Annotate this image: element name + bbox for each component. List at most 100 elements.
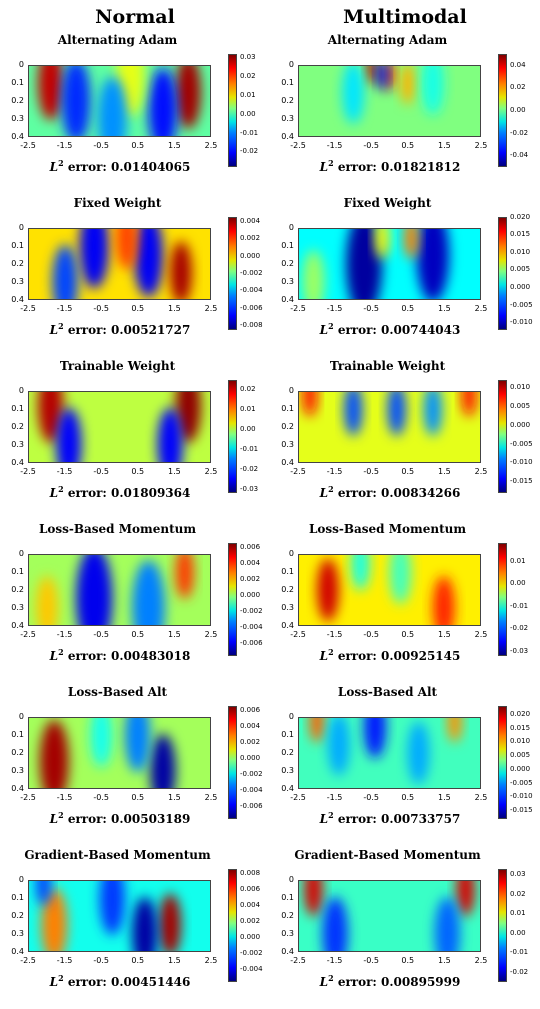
- x-tick-label: -2.5: [20, 956, 36, 965]
- y-tick-label: 0: [18, 549, 24, 558]
- x-tick-label: 2.5: [204, 467, 218, 476]
- error-value: 0.00744043: [381, 323, 461, 337]
- colorbar: [228, 706, 237, 819]
- error-value: 0.00733757: [381, 812, 461, 826]
- colorbar-tick-label: -0.03: [240, 484, 259, 493]
- heatmap-region: [302, 392, 318, 417]
- error-word: error:: [333, 812, 382, 826]
- x-tick-label: 1.5: [438, 956, 451, 965]
- error-value: 0.01821812: [381, 160, 461, 174]
- heatmap-region: [344, 392, 363, 436]
- y-tick-label: 0.3: [11, 114, 24, 123]
- x-tick-label: 0.5: [131, 467, 145, 476]
- x-tick-label: 2.5: [474, 956, 488, 965]
- x-tick-label: -2.5: [290, 793, 306, 802]
- x-tick-label: 1.5: [438, 793, 451, 802]
- heatmap-region: [175, 66, 201, 129]
- heatmap-region: [400, 66, 415, 105]
- error-symbol: L: [319, 812, 329, 826]
- x-tick-label: 0.5: [401, 956, 415, 965]
- y-tick-label: 0.4: [11, 295, 24, 304]
- y-tick-label: 0.4: [281, 621, 294, 630]
- colorbar-tick-label: 0.02: [510, 889, 526, 898]
- error-word: error:: [333, 160, 382, 174]
- x-tick-label: -0.5: [93, 956, 109, 965]
- colorbar-tick-label: -0.006: [240, 802, 263, 811]
- x-tick-label: 0.5: [401, 141, 415, 150]
- x-tick-label: -2.5: [20, 630, 36, 639]
- y-tick-label: 0.2: [11, 585, 24, 594]
- x-tick-label: -2.5: [20, 793, 36, 802]
- column-header-normal: Normal: [95, 6, 175, 28]
- heatmap-region: [389, 555, 412, 604]
- x-tick-label: 0.5: [131, 630, 145, 639]
- colorbar-tick-label: 0.002: [240, 737, 261, 746]
- heatmap-region: [175, 392, 201, 443]
- colorbar-tick-label: 0.00: [510, 106, 526, 114]
- heatmap-plot: [28, 65, 211, 137]
- colorbar-tick-label: -0.02: [510, 967, 529, 976]
- heatmap-region: [302, 250, 325, 299]
- heatmap-region: [56, 407, 82, 462]
- colorbar-tick-label: 0.015: [510, 230, 531, 239]
- x-tick-label: -0.5: [363, 467, 379, 476]
- x-tick-label: 2.5: [474, 141, 488, 150]
- y-tick-label: 0.2: [281, 422, 294, 431]
- x-tick-label: -0.5: [93, 467, 109, 476]
- heatmap-region: [422, 66, 444, 115]
- colorbar-tick-label: 0.000: [510, 420, 531, 429]
- x-tick-label: 2.5: [474, 304, 488, 313]
- x-tick-label: -0.5: [363, 304, 379, 313]
- colorbar-tick-label: 0.010: [510, 737, 531, 746]
- heatmap-region: [150, 733, 176, 788]
- y-tick-label: 0.2: [11, 911, 24, 920]
- panel-title: Alternating Adam: [327, 33, 448, 47]
- colorbar-tick-label: -0.01: [240, 128, 259, 137]
- error-readout: L2 error: 0.00483018: [0, 647, 240, 663]
- error-symbol: L: [319, 975, 329, 989]
- x-tick-label: 2.5: [204, 793, 218, 802]
- x-tick-label: -1.5: [326, 630, 343, 639]
- colorbar-tick-label: 0.000: [240, 933, 261, 942]
- y-tick-label: 0.1: [11, 730, 24, 739]
- heatmap-field: [299, 229, 480, 299]
- x-tick-label: -1.5: [56, 141, 73, 150]
- x-tick-label: -2.5: [20, 467, 36, 476]
- error-value: 0.00503189: [111, 812, 191, 826]
- colorbar-tick-label: 0.000: [240, 251, 261, 260]
- x-tick-label: 0.5: [131, 956, 145, 965]
- x-tick-label: -0.5: [93, 304, 109, 313]
- heatmap-panel: Gradient-Based Momentum 0 0.1 0.2 0.3 0.4 -2.5…: [270, 845, 540, 1008]
- x-tick-label: 0.5: [131, 141, 145, 150]
- colorbar-tick-label: -0.005: [510, 300, 533, 309]
- heatmap-field: [299, 392, 480, 462]
- x-tick-label: -0.5: [363, 956, 379, 965]
- y-tick-label: 0.4: [11, 947, 24, 956]
- colorbar-tick-label: -0.008: [240, 321, 263, 330]
- x-tick-label: 2.5: [474, 630, 488, 639]
- y-tick-label: 0.1: [11, 893, 24, 902]
- colorbar-tick-label: 0.020: [510, 212, 531, 221]
- colorbar-tick-label: 0.004: [240, 721, 261, 730]
- heatmap-region: [76, 555, 113, 625]
- y-tick-label: 0.2: [11, 422, 24, 431]
- heatmap-region: [124, 718, 151, 773]
- error-exponent: 2: [58, 321, 64, 331]
- error-readout: L2 error: 0.00895999: [270, 973, 510, 989]
- panel-title: Loss-Based Alt: [337, 685, 438, 699]
- x-tick-label: -1.5: [326, 304, 343, 313]
- colorbar: [228, 54, 237, 167]
- colorbar-tick-label: -0.010: [510, 458, 533, 467]
- colorbar-tick-label: -0.005: [510, 778, 533, 787]
- y-tick-label: 0.2: [11, 259, 24, 268]
- heatmap-panel: Alternating Adam 0 0.1 0.2 0.3 0.4 -2.5 -1.5 -0.…: [0, 30, 270, 193]
- heatmap-field: [299, 718, 480, 788]
- heatmap-region: [366, 66, 377, 86]
- colorbar-tick-label: 0.03: [510, 870, 526, 879]
- colorbar-tick-label: -0.002: [240, 607, 263, 616]
- x-tick-label: -0.5: [363, 630, 379, 639]
- colorbar-tick-label: 0.002: [240, 574, 261, 583]
- y-tick-label: 0.1: [281, 730, 294, 739]
- colorbar: [228, 543, 237, 656]
- heatmap-region: [115, 229, 138, 270]
